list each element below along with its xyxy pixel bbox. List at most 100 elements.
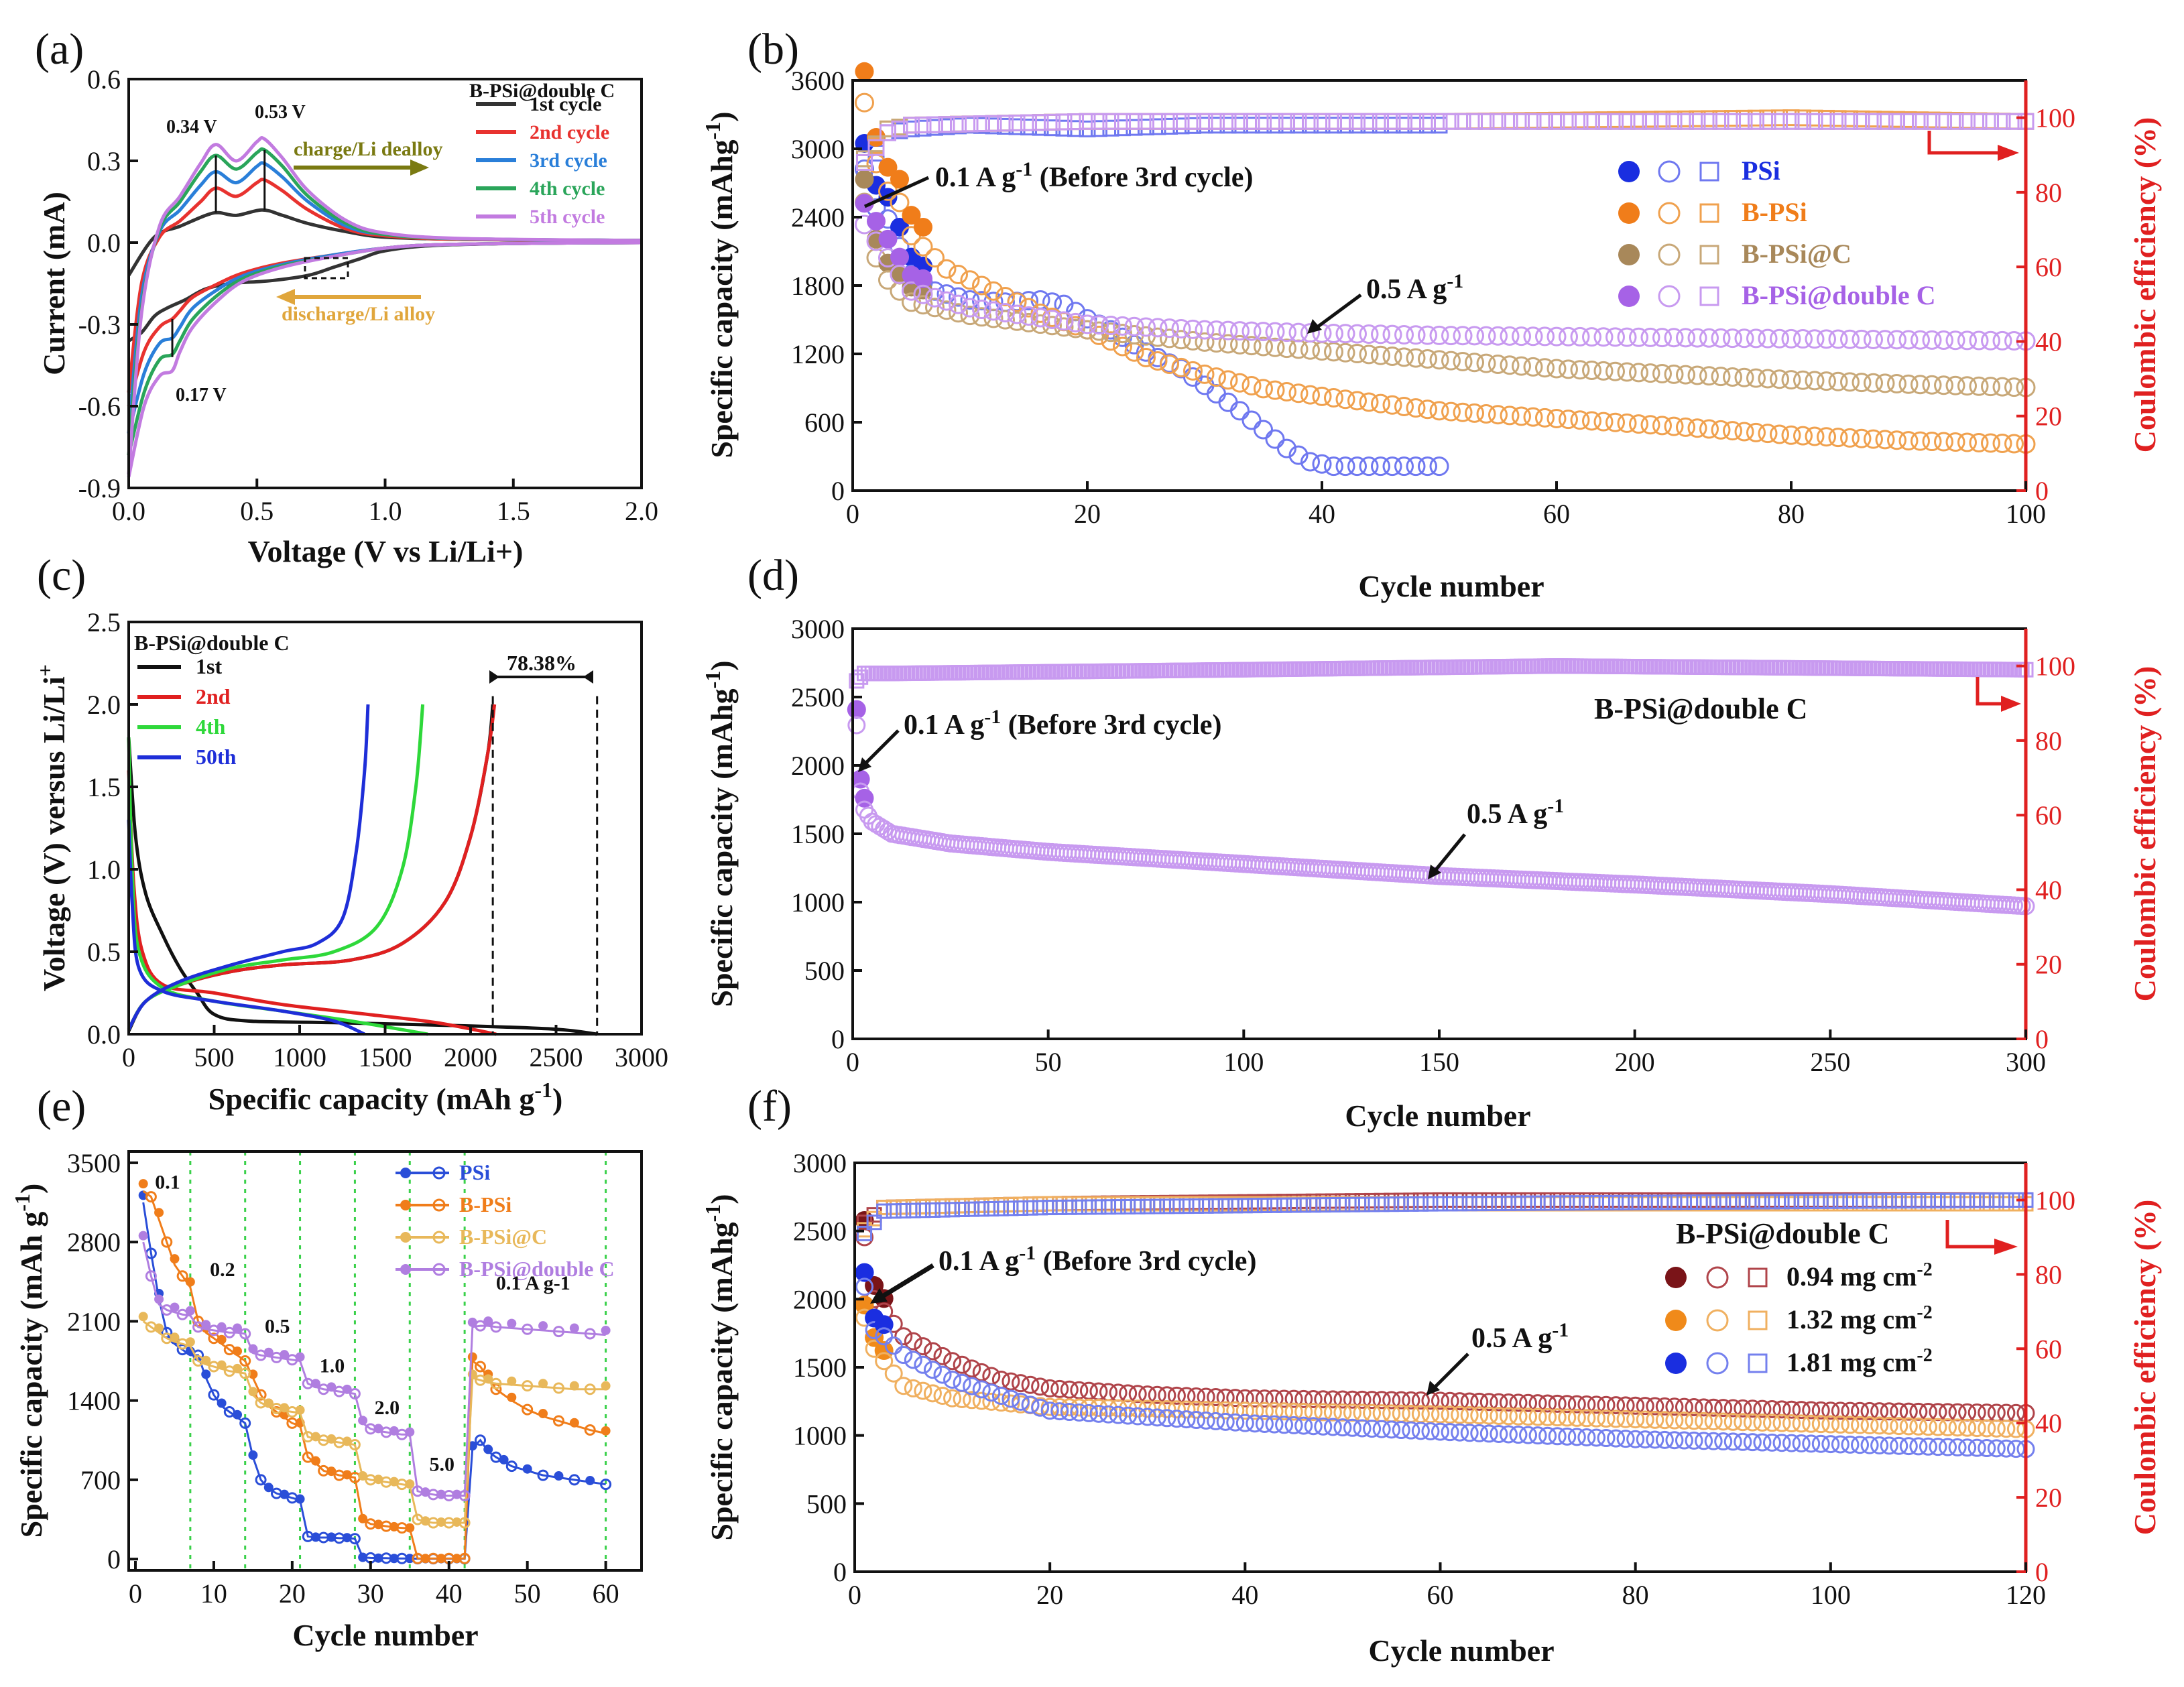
f-ce-point — [1012, 1196, 1028, 1212]
f-ce-point — [1461, 1196, 1477, 1212]
f-charge-point — [1548, 1408, 1567, 1427]
f-ce-point — [905, 1199, 921, 1215]
f-charge-point — [914, 1381, 932, 1400]
e-point — [326, 1382, 337, 1392]
f-ce-point — [993, 1197, 1009, 1213]
f-ce-point — [1130, 1198, 1146, 1214]
panel-label-a: (a) — [35, 25, 84, 74]
b-ce-point — [1431, 113, 1448, 130]
legend-square-marker — [1748, 1267, 1768, 1288]
f-ce-point — [1774, 1194, 1790, 1210]
f-charge-point — [1851, 1401, 1870, 1420]
b-ce-point — [1067, 113, 1084, 131]
e-point — [263, 1398, 274, 1408]
f-ce-point — [896, 1199, 912, 1215]
b-charge-point — [1898, 330, 1919, 350]
b-charge-point — [1500, 326, 1520, 346]
b-charge-point — [995, 303, 1015, 323]
f-ce-point — [1393, 1196, 1409, 1212]
f-charge-point — [1167, 1386, 1186, 1405]
b-charge-point — [1875, 330, 1895, 350]
f-charge-point — [1890, 1402, 1908, 1421]
b-ce-point — [1044, 113, 1060, 131]
f-ce-point — [1442, 1196, 1458, 1212]
f-ce-point — [1266, 1197, 1282, 1213]
panel-a-ytick-label: -0.6 — [78, 391, 121, 422]
b-discharge-point — [914, 269, 932, 288]
b-charge-point — [1077, 309, 1097, 329]
e-point — [358, 1471, 368, 1481]
e-point — [310, 1532, 320, 1542]
f-ce-point — [934, 1198, 951, 1214]
f-charge-point — [894, 1327, 913, 1346]
b-ce-point — [1384, 113, 1401, 130]
b-charge-point — [1277, 322, 1296, 342]
panel-c: (c) 0 500 1000 1500 2000 2500 3000 0.0 0.5 1.0 1.5… — [33, 551, 668, 1116]
f-ce-point — [1559, 1195, 1575, 1211]
f-charge-point — [1734, 1413, 1752, 1432]
f-charge-point — [1978, 1419, 1996, 1438]
f-charge-point — [1685, 1431, 1703, 1450]
b-charge-point — [1852, 329, 1872, 349]
b-ce-point — [1583, 113, 1600, 130]
f-charge-point — [1831, 1435, 1849, 1454]
f-charge-point — [894, 1346, 913, 1365]
f-ce-point — [1091, 1199, 1107, 1215]
d-discharge-point — [847, 700, 866, 719]
f-charge-point — [1841, 1435, 1860, 1454]
f-charge-point — [1607, 1429, 1626, 1448]
legend-label-exp: -2 — [1917, 1345, 1932, 1366]
cv-discharge-curve-4 — [127, 241, 642, 456]
f-charge-point — [1353, 1390, 1372, 1409]
f-ce-point — [1412, 1196, 1429, 1212]
f-charge-point — [875, 1352, 894, 1371]
f-charge-point — [1890, 1417, 1908, 1436]
panel-a-xtick-label: 2.0 — [625, 496, 658, 526]
legend-open-marker — [1658, 243, 1681, 266]
f-charge-point — [1870, 1402, 1889, 1421]
f-charge-point — [1499, 1425, 1518, 1444]
b-charge-point — [1265, 429, 1285, 449]
b-charge-point — [1488, 405, 1508, 425]
panel-d-ytick-label: 1000 — [791, 887, 845, 918]
b-charge-point — [1207, 333, 1226, 353]
panel-f-ytick-right-label: 60 — [2035, 1334, 2062, 1364]
f-charge-point — [1275, 1402, 1294, 1421]
b-charge-point — [1887, 374, 1906, 394]
f-ce-point — [1891, 1193, 1907, 1209]
panel-b-plot-area — [855, 62, 2036, 477]
b-charge-point — [1546, 326, 1567, 347]
b-charge-point — [1828, 329, 1848, 349]
f-charge-point — [1050, 1402, 1069, 1421]
b-ce-point — [1337, 113, 1354, 130]
legend-filled-marker — [1618, 286, 1640, 307]
e-point — [295, 1405, 305, 1415]
b-charge-point — [1066, 312, 1085, 332]
f-charge-point — [963, 1377, 981, 1395]
f-ce-point — [886, 1199, 902, 1215]
b-charge-point — [1030, 308, 1050, 328]
b-charge-point — [1371, 456, 1390, 477]
rate-label: 1.0 — [320, 1355, 345, 1377]
b-charge-point — [1593, 412, 1614, 432]
f-charge-point — [1567, 1428, 1586, 1446]
f-ce-point — [1412, 1196, 1429, 1212]
legend-filled-marker — [400, 1232, 411, 1243]
panel-e-xtick-label: 20 — [279, 1578, 306, 1609]
b-charge-point — [913, 295, 933, 315]
e-point — [522, 1323, 534, 1335]
f-charge-point — [1470, 1406, 1489, 1425]
f-charge-point — [1919, 1403, 1937, 1422]
e-point — [154, 1294, 164, 1304]
f-charge-point — [991, 1387, 1010, 1405]
e-point — [552, 1382, 564, 1394]
b-charge-point — [1864, 330, 1883, 350]
e-point — [349, 1533, 361, 1545]
f-charge-point — [1441, 1405, 1459, 1424]
legend-square-marker — [1699, 245, 1719, 265]
panel-e-xtick-label: 30 — [357, 1578, 384, 1609]
f-charge-point — [1314, 1403, 1333, 1422]
b-charge-point — [1418, 399, 1437, 420]
f-ce-point — [983, 1197, 999, 1213]
b-charge-point — [1324, 323, 1343, 343]
